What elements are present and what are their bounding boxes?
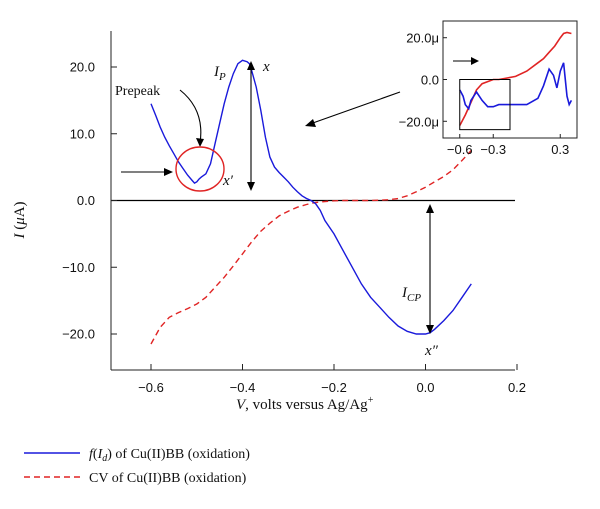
inset-y-tick-label: 20.0μ (406, 31, 439, 46)
x-double-prime-label: x″ (424, 343, 439, 359)
legend-label-blue: f(Id) of Cu(II)BB (oxidation) (89, 447, 250, 464)
legend-label-red: CV of Cu(II)BB (oxidation) (89, 471, 247, 486)
legend: f(Id) of Cu(II)BB (oxidation) CV of Cu(I… (24, 447, 250, 486)
ip-arrowhead-top (247, 61, 255, 70)
inset-pointer-line (309, 91, 401, 125)
inset-zoom-box (459, 79, 511, 131)
x-tick-label: −0.2 (321, 380, 347, 395)
annotations: Prepeak x′ IP x ICP x″ (115, 59, 439, 359)
x-tick-label: 0.0 (416, 380, 434, 395)
inset-x-tick-label: 0.3 (551, 142, 569, 157)
left-arrowhead (164, 168, 173, 176)
y-ticks: −20.0 −10.0 0.0 10.0 20.0 (62, 60, 117, 342)
icp-arrowhead-top (426, 204, 434, 213)
y-tick-label: 0.0 (77, 193, 95, 208)
series-line-cv (150, 149, 472, 345)
y-tick-label: 20.0 (70, 60, 95, 75)
y-tick-label: −20.0 (62, 327, 95, 342)
icp-arrowhead-bottom (426, 325, 434, 334)
icp-label: ICP (401, 285, 421, 304)
x-tick-label: 0.2 (508, 380, 526, 395)
inset-pointer-arrowhead (305, 119, 316, 127)
prepeak-label: Prepeak (115, 84, 160, 99)
prepeak-arrow (179, 89, 202, 144)
x-prime-label: x′ (222, 173, 234, 189)
series-line-f-id (150, 59, 472, 335)
inset-series-blue (459, 62, 573, 111)
ip-arrowhead-bottom (247, 182, 255, 191)
inset-y-tick-label: −20.0μ (399, 114, 439, 129)
ip-label: IP (213, 64, 226, 83)
inset-series-red (459, 31, 572, 126)
x-tick-label: −0.6 (138, 380, 164, 395)
y-axis-label: I (μA) (12, 201, 28, 239)
inset-x-tick-label: −0.6 (447, 142, 473, 157)
inset-x-tick-label: −0.3 (480, 142, 506, 157)
inset-x-ticks: −0.6 −0.3 0.3 (447, 134, 569, 157)
y-tick-label: −10.0 (62, 260, 95, 275)
x-peak-label: x (262, 59, 270, 75)
inset-y-ticks: 20.0μ 0.0 −20.0μ (399, 31, 447, 129)
x-tick-label: −0.4 (230, 380, 256, 395)
prepeak-arrowhead (196, 138, 204, 147)
x-axis-label: V, volts versus Ag/Ag+ (236, 395, 374, 413)
inset-y-tick-label: 0.0 (421, 73, 439, 88)
x-ticks: −0.6 −0.4 −0.2 0.0 0.2 (138, 364, 526, 395)
prepeak-circle (175, 146, 225, 192)
inset-arrowhead (471, 57, 479, 65)
inset-plot: 20.0μ 0.0 −20.0μ −0.6 −0.3 0.3 (399, 20, 578, 157)
y-tick-label: 10.0 (70, 126, 95, 141)
